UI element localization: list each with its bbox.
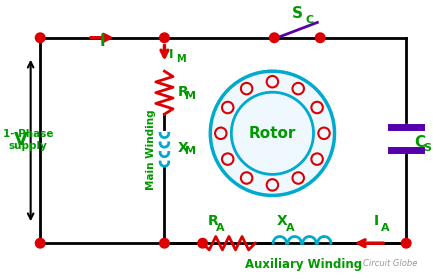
Circle shape [241, 83, 252, 94]
Circle shape [222, 102, 233, 113]
Circle shape [315, 33, 325, 42]
Text: Circuit Globe: Circuit Globe [363, 259, 418, 268]
Text: I: I [169, 49, 174, 61]
Circle shape [267, 179, 278, 191]
Text: C: C [306, 15, 314, 25]
Text: S: S [423, 143, 431, 153]
Text: M: M [176, 54, 185, 64]
Text: A: A [381, 223, 390, 233]
Text: I: I [100, 34, 105, 49]
Circle shape [160, 33, 169, 42]
Circle shape [241, 172, 252, 184]
Text: V: V [14, 131, 28, 149]
Text: R: R [178, 85, 188, 99]
Text: 1- Phase
supply: 1- Phase supply [3, 129, 53, 151]
Text: X: X [277, 214, 288, 228]
Circle shape [36, 239, 45, 248]
Text: A: A [216, 223, 225, 233]
Text: Main Winding: Main Winding [146, 109, 156, 190]
Circle shape [215, 128, 226, 139]
Circle shape [222, 153, 233, 165]
Circle shape [318, 128, 330, 139]
Circle shape [198, 239, 207, 248]
Circle shape [231, 92, 313, 174]
Circle shape [292, 172, 304, 184]
Circle shape [311, 153, 323, 165]
Text: X: X [178, 141, 188, 155]
Text: A: A [286, 223, 294, 233]
Circle shape [267, 76, 278, 87]
Circle shape [270, 33, 279, 42]
Circle shape [311, 102, 323, 113]
Text: I: I [374, 214, 379, 228]
Text: S: S [292, 6, 303, 21]
Text: Auxiliary Winding: Auxiliary Winding [246, 258, 362, 271]
Circle shape [401, 239, 411, 248]
Text: C: C [414, 135, 425, 150]
Circle shape [210, 71, 335, 195]
Circle shape [160, 239, 169, 248]
Text: M: M [185, 91, 197, 101]
Text: M: M [185, 146, 197, 157]
Text: Rotor: Rotor [249, 126, 296, 141]
Text: R: R [207, 214, 218, 228]
Circle shape [36, 33, 45, 42]
Circle shape [292, 83, 304, 94]
